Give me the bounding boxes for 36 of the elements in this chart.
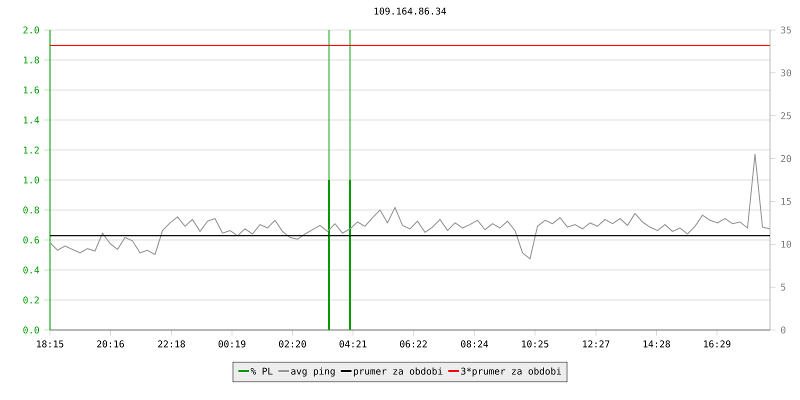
y2-tick-label: 30 bbox=[781, 69, 792, 76]
x-tick-label: 02:20 bbox=[279, 340, 306, 348]
y2-tick-label: 10 bbox=[782, 240, 792, 248]
x-tick-label: 12:27 bbox=[583, 340, 610, 348]
y2-tick-label: 15 bbox=[782, 198, 791, 205]
y2-tick-label: 20 bbox=[781, 155, 792, 162]
x-tick-label: 20:16 bbox=[97, 340, 124, 348]
legend-label: prumer za obdobi bbox=[354, 367, 442, 376]
x-tick-label: 06:22 bbox=[400, 340, 427, 348]
y-tick-label: 1.8 bbox=[24, 56, 39, 64]
x-tick-label: 10:25 bbox=[522, 340, 548, 348]
y-tick-label: 0.4 bbox=[23, 266, 40, 274]
x-tick-label: 16:29 bbox=[704, 340, 730, 348]
legend-label: 3*prumer za obdobi bbox=[461, 367, 562, 376]
y-tick-label: 1.6 bbox=[24, 86, 39, 94]
x-tick-label: 22:18 bbox=[158, 340, 185, 348]
y2-tick-label: 25 bbox=[781, 112, 791, 120]
x-tick-label: 14:28 bbox=[644, 340, 670, 348]
legend-label: % PL bbox=[250, 368, 273, 375]
y2-tick-label: 0 bbox=[781, 326, 786, 334]
y2-tick-label: 35 bbox=[781, 26, 791, 34]
x-tick-label: 04:21 bbox=[340, 340, 366, 348]
x-tick-label: 00:19 bbox=[218, 340, 246, 348]
y-tick-label: 1.0 bbox=[24, 176, 39, 184]
y-tick-label: 0.2 bbox=[23, 296, 39, 304]
chart-title: 109.164.86.34 bbox=[374, 8, 446, 15]
y-tick-label: 2.0 bbox=[23, 26, 39, 34]
y-tick-label: 1.4 bbox=[24, 116, 40, 124]
x-tick-label: 08:24 bbox=[461, 340, 488, 348]
y-tick-label: 0.6 bbox=[23, 236, 39, 244]
x-tick-label: 18:15 bbox=[37, 340, 64, 348]
legend-label: avg ping bbox=[291, 367, 335, 377]
y2-tick-label: 5 bbox=[781, 284, 786, 291]
y-tick-label: 0.0 bbox=[23, 326, 39, 334]
y-tick-label: 0.8 bbox=[23, 206, 39, 214]
y-tick-label: 1.2 bbox=[24, 146, 39, 154]
